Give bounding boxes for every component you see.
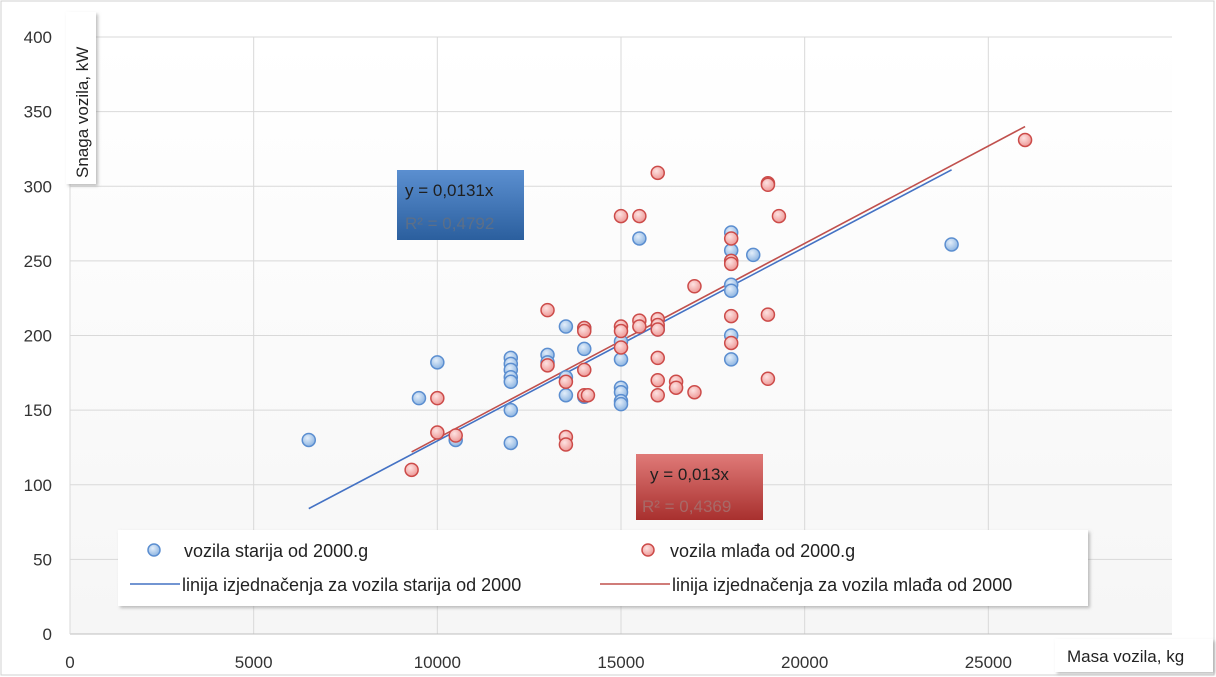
equation-old-line1: y = 0,0131x bbox=[405, 181, 494, 200]
legend: vozila starija od 2000.g vozila mlađa od… bbox=[118, 530, 1088, 606]
x-tick-label: 25000 bbox=[965, 653, 1012, 672]
point-new bbox=[760, 307, 776, 322]
y-tick-label: 250 bbox=[24, 252, 52, 271]
y-tick-label: 0 bbox=[43, 625, 52, 644]
point-old bbox=[944, 237, 959, 252]
point-new bbox=[448, 428, 463, 443]
point-new bbox=[723, 335, 739, 351]
point-old bbox=[723, 283, 739, 298]
point-old bbox=[430, 355, 445, 370]
point-old bbox=[503, 435, 519, 451]
point-new bbox=[1017, 132, 1033, 148]
point-new bbox=[760, 371, 776, 387]
point-new bbox=[577, 323, 592, 339]
y-tick-label: 300 bbox=[24, 177, 52, 196]
legend-box bbox=[118, 530, 1088, 606]
point-old bbox=[613, 352, 629, 367]
y-tick-label: 400 bbox=[24, 28, 52, 47]
legend-marker-new bbox=[641, 543, 655, 557]
point-new bbox=[558, 437, 574, 452]
point-old bbox=[558, 319, 574, 334]
point-new bbox=[540, 358, 555, 373]
legend-label-new: vozila mlađa od 2000.g bbox=[670, 541, 855, 561]
x-axis-label: Masa vozila, kg bbox=[1067, 647, 1184, 666]
data-points bbox=[301, 132, 1033, 478]
legend-label-trend-new: linija izjednačenja za vozila mlađa od 2… bbox=[672, 575, 1012, 595]
equation-new-line2: R² = 0,4369 bbox=[642, 497, 731, 516]
point-new bbox=[723, 256, 739, 272]
trend-line-new bbox=[411, 125, 1026, 453]
point-old bbox=[632, 231, 647, 246]
y-axis-title: Snaga vozila, kW bbox=[66, 12, 96, 184]
legend-label-trend-old: linija izjednačenja za vozila starija od… bbox=[182, 575, 521, 595]
point-new bbox=[404, 462, 419, 478]
x-axis-title: Masa vozila, kg bbox=[1055, 639, 1213, 672]
equation-box-new: y = 0,013x R² = 0,4369 bbox=[636, 454, 763, 520]
point-new bbox=[650, 350, 665, 366]
point-new bbox=[632, 208, 647, 224]
point-old bbox=[411, 390, 427, 406]
y-tick-label: 200 bbox=[24, 327, 52, 346]
trend-line-old bbox=[308, 169, 952, 510]
equation-old-line2: R² = 0,4792 bbox=[405, 214, 494, 233]
point-new bbox=[430, 390, 445, 406]
x-tick-label: 0 bbox=[65, 653, 74, 672]
legend-label-old: vozila starija od 2000.g bbox=[184, 541, 368, 561]
y-tick-label: 150 bbox=[24, 401, 52, 420]
point-new bbox=[687, 384, 702, 400]
point-new bbox=[558, 374, 574, 390]
point-old bbox=[503, 402, 519, 418]
point-new bbox=[760, 177, 776, 193]
point-new bbox=[650, 322, 665, 337]
point-new bbox=[723, 308, 739, 324]
x-tick-label: 20000 bbox=[781, 653, 828, 672]
point-new bbox=[650, 387, 665, 403]
point-new bbox=[580, 387, 596, 403]
point-new bbox=[650, 373, 665, 388]
point-new bbox=[687, 278, 702, 294]
y-tick-label: 50 bbox=[33, 550, 52, 569]
point-old bbox=[745, 247, 761, 263]
point-new bbox=[723, 231, 739, 246]
x-tick-label: 10000 bbox=[414, 653, 461, 672]
point-old bbox=[613, 396, 629, 412]
y-tick-label: 100 bbox=[24, 476, 52, 495]
point-new bbox=[613, 340, 629, 355]
legend-marker-old bbox=[147, 543, 161, 557]
point-old bbox=[723, 352, 739, 367]
point-new bbox=[650, 165, 665, 181]
equation-new-line1: y = 0,013x bbox=[650, 465, 729, 484]
x-tick-label: 5000 bbox=[235, 653, 273, 672]
x-tick-label: 15000 bbox=[597, 653, 644, 672]
point-new bbox=[668, 380, 684, 395]
point-new bbox=[613, 323, 629, 339]
point-new bbox=[632, 319, 647, 334]
point-old bbox=[301, 432, 317, 448]
equation-box-old: y = 0,0131x R² = 0,4792 bbox=[397, 170, 524, 240]
y-axis-label: Snaga vozila, kW bbox=[73, 47, 92, 178]
y-tick-label: 350 bbox=[24, 103, 52, 122]
point-new bbox=[540, 302, 555, 318]
point-new bbox=[771, 208, 787, 224]
point-old bbox=[558, 387, 574, 403]
point-new bbox=[577, 362, 592, 378]
y-axis-ticks: 0 50 100 150 200 250 300 350 400 bbox=[24, 28, 52, 644]
gridlines bbox=[69, 36, 1172, 635]
point-old bbox=[577, 341, 592, 357]
point-new bbox=[613, 208, 629, 224]
trend-lines bbox=[308, 125, 1026, 510]
point-new bbox=[430, 425, 445, 440]
point-old bbox=[503, 374, 519, 390]
